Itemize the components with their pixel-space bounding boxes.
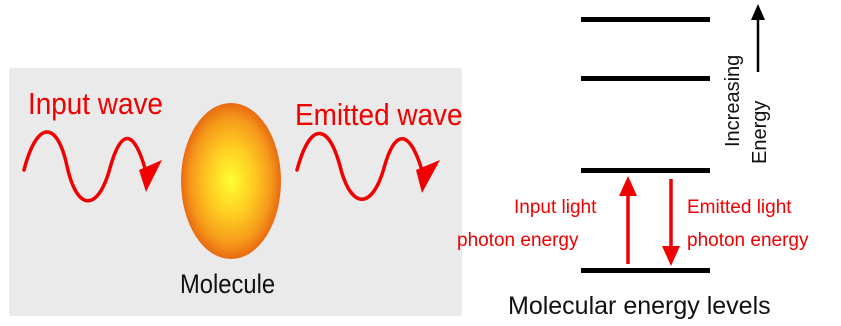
input-wave-arrowhead [139,160,162,192]
energy-level-4 [581,17,710,22]
energy-level-2 [581,168,710,173]
emitted-photon-label-line1: Emitted light [687,197,792,218]
emitted-wave-arrowhead [416,160,440,193]
input-photon-label-line1: Input light [514,197,597,218]
input-wave-label: Input wave [28,86,163,121]
emitted-photon-label-line2: photon energy [687,230,809,251]
emitted-wave [295,131,425,201]
energy-axis-label-line2: Energy [749,100,771,164]
energy-axis-arrowhead [751,4,765,20]
energy-diagram-caption: Molecular energy levels [508,292,771,320]
absorption-arrowhead [619,176,637,196]
emission-arrowhead [662,246,680,266]
energy-axis-label-line1: Increasing [722,54,744,147]
input-wave [22,130,148,203]
emitted-wave-label: Emitted wave [295,97,463,132]
energy-level-1 [581,268,710,273]
energy-level-3 [581,76,710,81]
input-photon-label-line2: photon energy [457,230,579,251]
molecule-label: Molecule [180,269,276,299]
molecule-sphere [181,103,281,259]
